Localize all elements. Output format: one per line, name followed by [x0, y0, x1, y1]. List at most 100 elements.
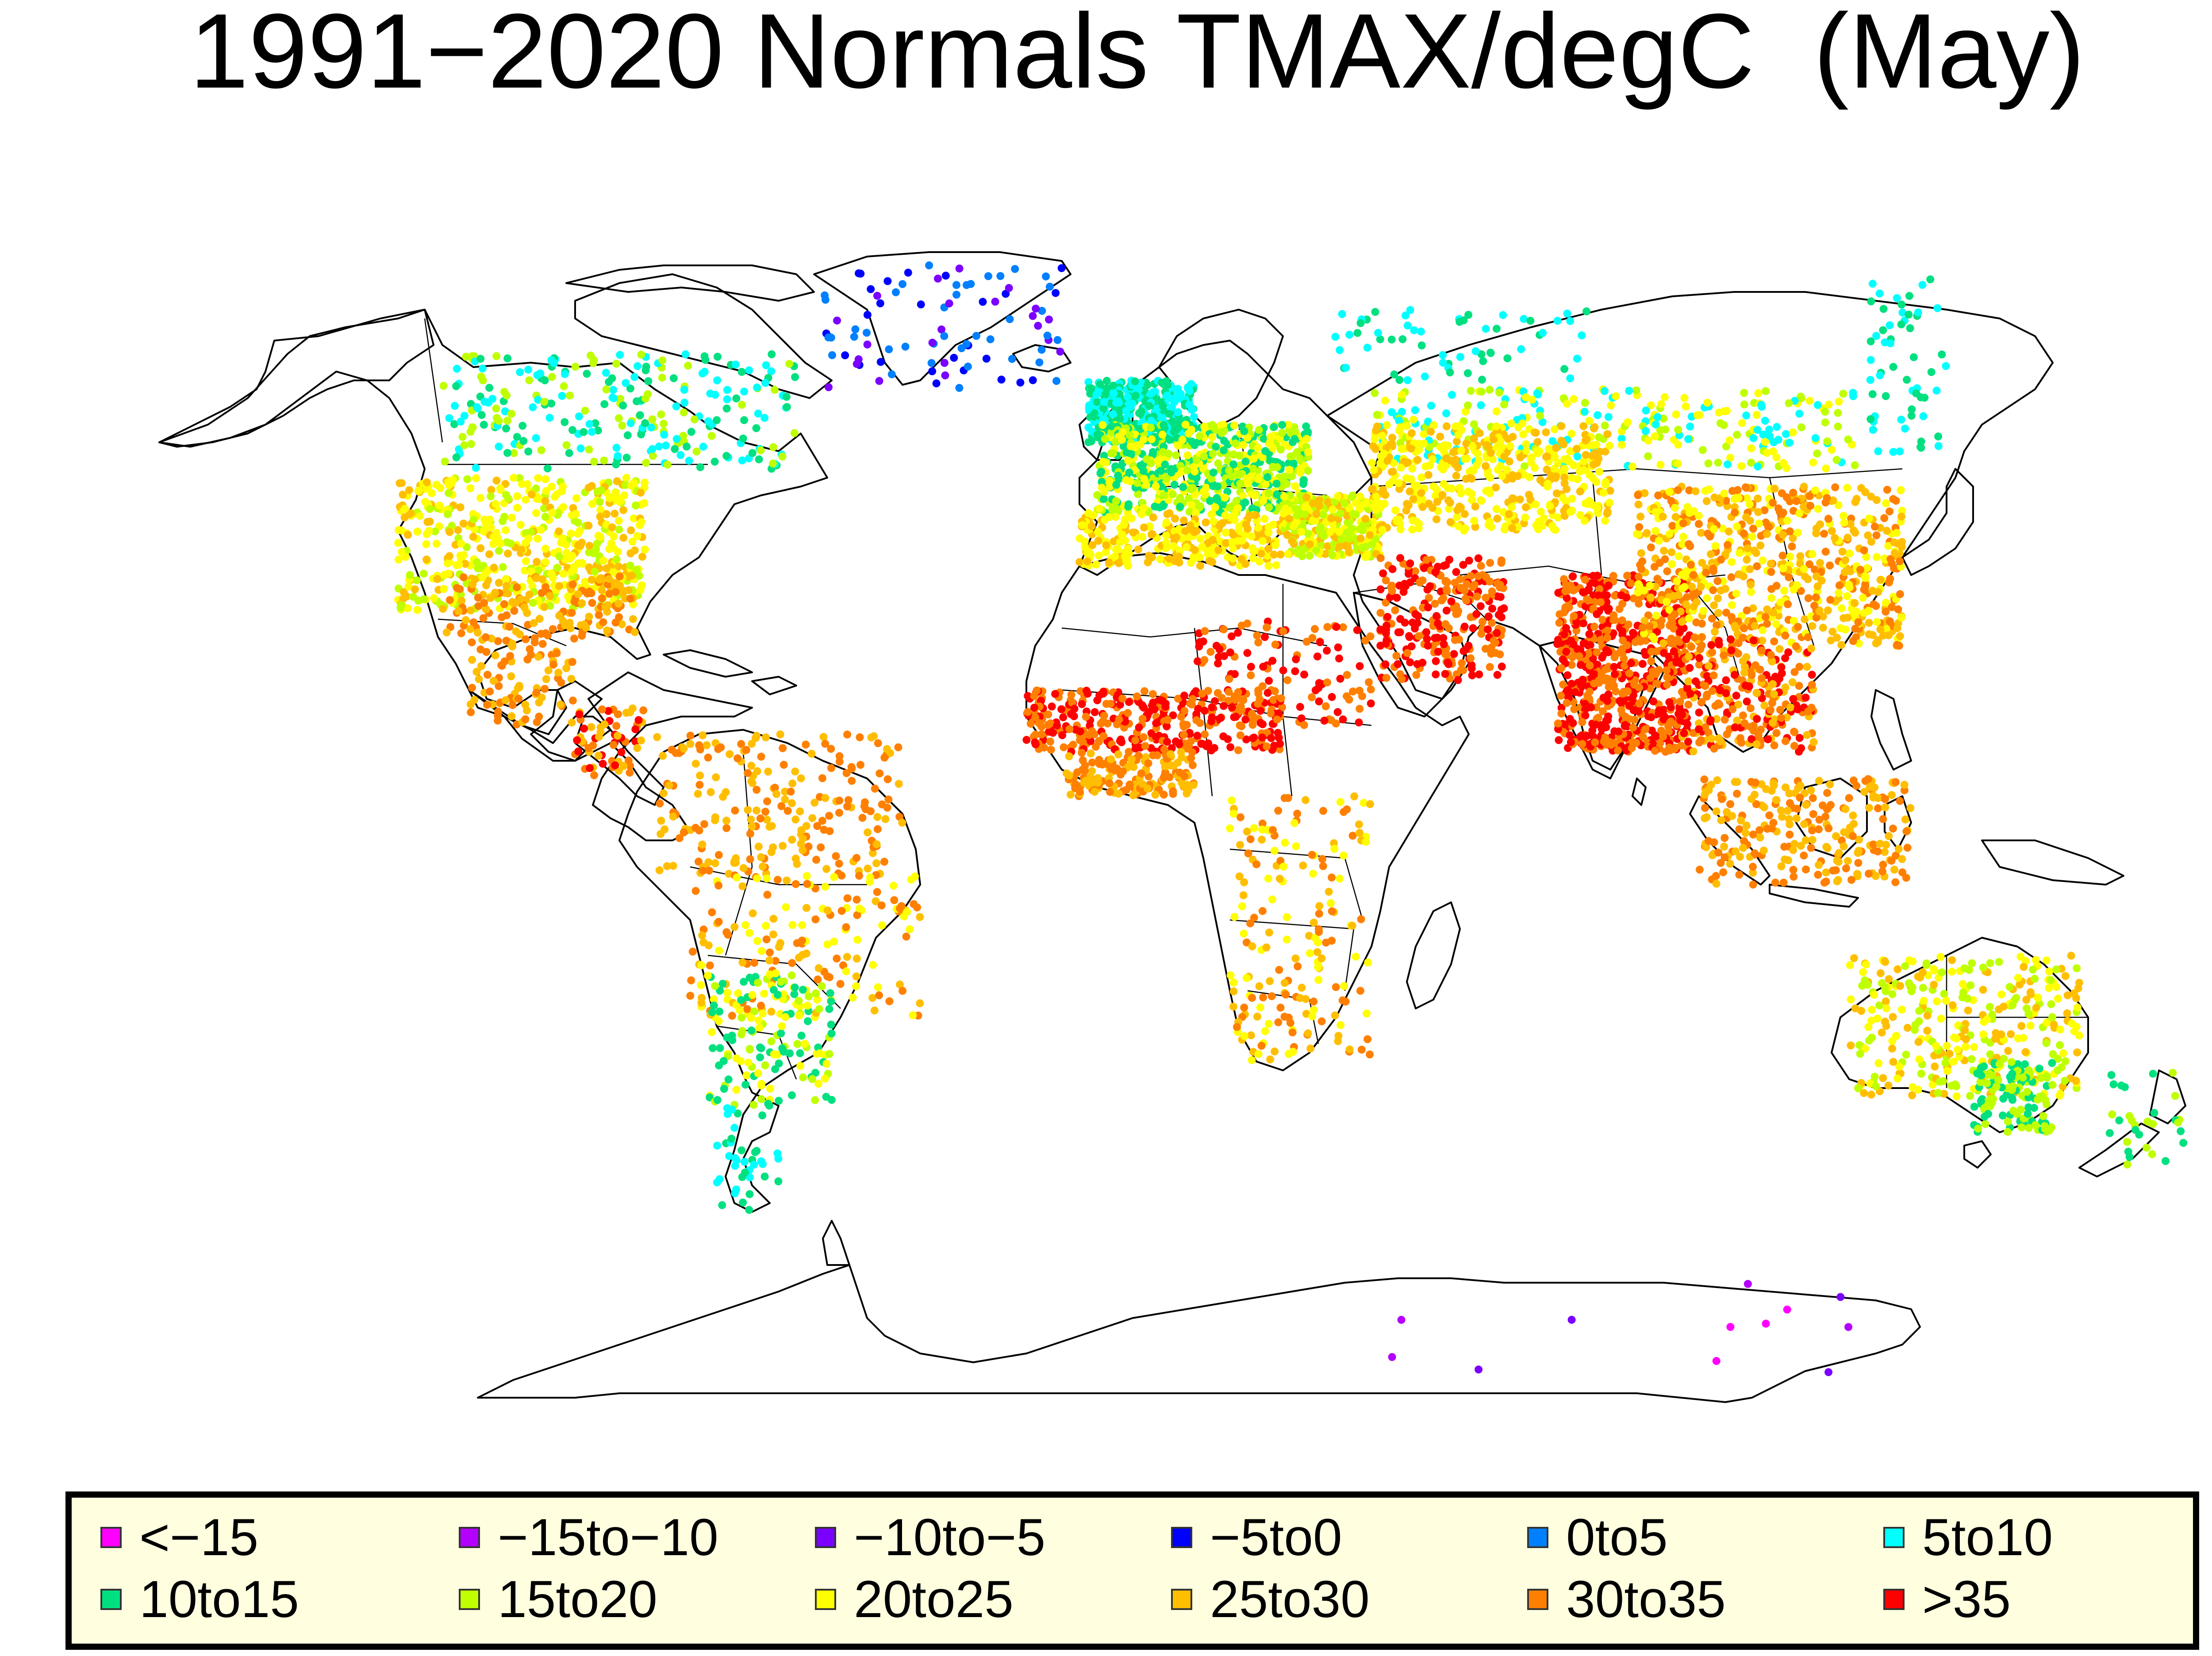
station-dot: [624, 586, 633, 594]
station-dot: [705, 866, 713, 875]
coastline-south-america: [618, 729, 921, 1213]
station-dot: [496, 484, 504, 492]
station-dot: [509, 474, 518, 482]
station-dot: [1297, 528, 1306, 536]
station-dot: [1206, 497, 1214, 505]
station-dot: [1264, 523, 1273, 531]
station-dot: [504, 494, 513, 503]
station-dot: [575, 710, 584, 718]
station-dot: [470, 525, 479, 534]
station-dot: [880, 753, 889, 762]
station-dot: [878, 921, 886, 929]
station-dot: [1569, 461, 1578, 469]
station-dot: [622, 379, 630, 387]
station-dot: [1294, 545, 1303, 554]
station-dot: [830, 873, 838, 881]
station-dot: [1212, 443, 1220, 451]
station-dot: [704, 858, 713, 866]
station-dot: [1241, 457, 1250, 466]
station-dot: [1089, 511, 1097, 519]
station-dot: [1185, 400, 1194, 409]
station-dot: [748, 779, 757, 787]
station-dot: [1196, 535, 1205, 543]
station-dot: [534, 566, 542, 575]
station-dot: [1593, 610, 1601, 618]
station-dot: [1612, 392, 1620, 400]
station-dot: [462, 353, 470, 361]
station-dot: [799, 985, 807, 994]
station-dot: [1149, 448, 1157, 456]
station-dot: [1254, 524, 1262, 532]
station-dot: [1567, 636, 1575, 645]
station-dot: [1443, 587, 1451, 595]
station-dot: [1288, 452, 1296, 460]
station-dot: [422, 540, 430, 548]
station-dot: [1121, 537, 1129, 544]
station-dot: [1521, 503, 1530, 511]
station-dot: [1388, 565, 1397, 573]
station-dot: [795, 1012, 803, 1020]
station-dot: [1493, 671, 1502, 679]
station-dot: [1457, 489, 1465, 498]
station-dot: [750, 958, 758, 967]
station-dot: [1579, 619, 1588, 628]
station-dot: [1657, 400, 1665, 408]
station-dot: [1429, 482, 1438, 491]
station-dot: [1240, 427, 1248, 435]
station-dot: [640, 499, 649, 507]
station-dot: [1444, 658, 1452, 667]
station-dot: [1302, 493, 1311, 502]
station-dot: [588, 428, 596, 436]
station-dot: [492, 500, 499, 508]
station-dot: [452, 453, 461, 462]
station-dot: [691, 759, 700, 768]
station-dot: [1196, 553, 1204, 562]
station-dot: [1396, 525, 1405, 533]
station-dot: [1581, 575, 1589, 584]
station-dot: [716, 1044, 724, 1052]
station-dot: [525, 376, 534, 384]
station-dot: [1476, 602, 1485, 610]
station-dot: [1507, 503, 1516, 511]
station-dot: [1610, 653, 1619, 661]
station-dot: [1427, 402, 1435, 410]
station-dot: [618, 422, 626, 430]
station-dot: [1392, 652, 1401, 660]
station-dot: [1494, 466, 1502, 474]
station-dot: [462, 543, 471, 551]
station-dot: [549, 660, 557, 669]
station-dot: [853, 895, 861, 904]
station-dot: [445, 552, 453, 560]
station-dot: [1723, 407, 1731, 415]
station-dot: [1682, 402, 1690, 410]
station-dot: [873, 888, 881, 896]
station-dot: [821, 740, 830, 748]
station-dot: [1465, 556, 1473, 565]
station-dot: [1371, 435, 1379, 443]
station-dot: [1452, 422, 1460, 430]
station-dot: [777, 802, 786, 810]
station-dot: [697, 961, 706, 970]
station-dot: [1442, 409, 1451, 418]
station-dot: [498, 613, 506, 621]
station-dot: [777, 1029, 785, 1038]
station-dot: [595, 732, 603, 741]
station-dot: [1259, 537, 1267, 545]
station-dot: [1773, 423, 1781, 431]
station-dot: [587, 723, 595, 731]
station-dot: [663, 862, 671, 870]
station-dot: [1306, 552, 1314, 560]
station-dot: [757, 1044, 765, 1052]
station-dot: [1158, 430, 1167, 439]
station-dot: [1634, 572, 1643, 581]
station-dot: [1159, 502, 1167, 510]
station-dot: [1316, 523, 1325, 531]
station-dot: [489, 533, 498, 541]
station-dot: [501, 407, 509, 415]
station-dot: [555, 527, 563, 536]
station-dot: [522, 557, 530, 565]
station-dot: [1371, 389, 1379, 397]
station-dot: [1487, 644, 1495, 652]
station-dot: [460, 412, 469, 420]
station-dot: [1575, 652, 1583, 660]
